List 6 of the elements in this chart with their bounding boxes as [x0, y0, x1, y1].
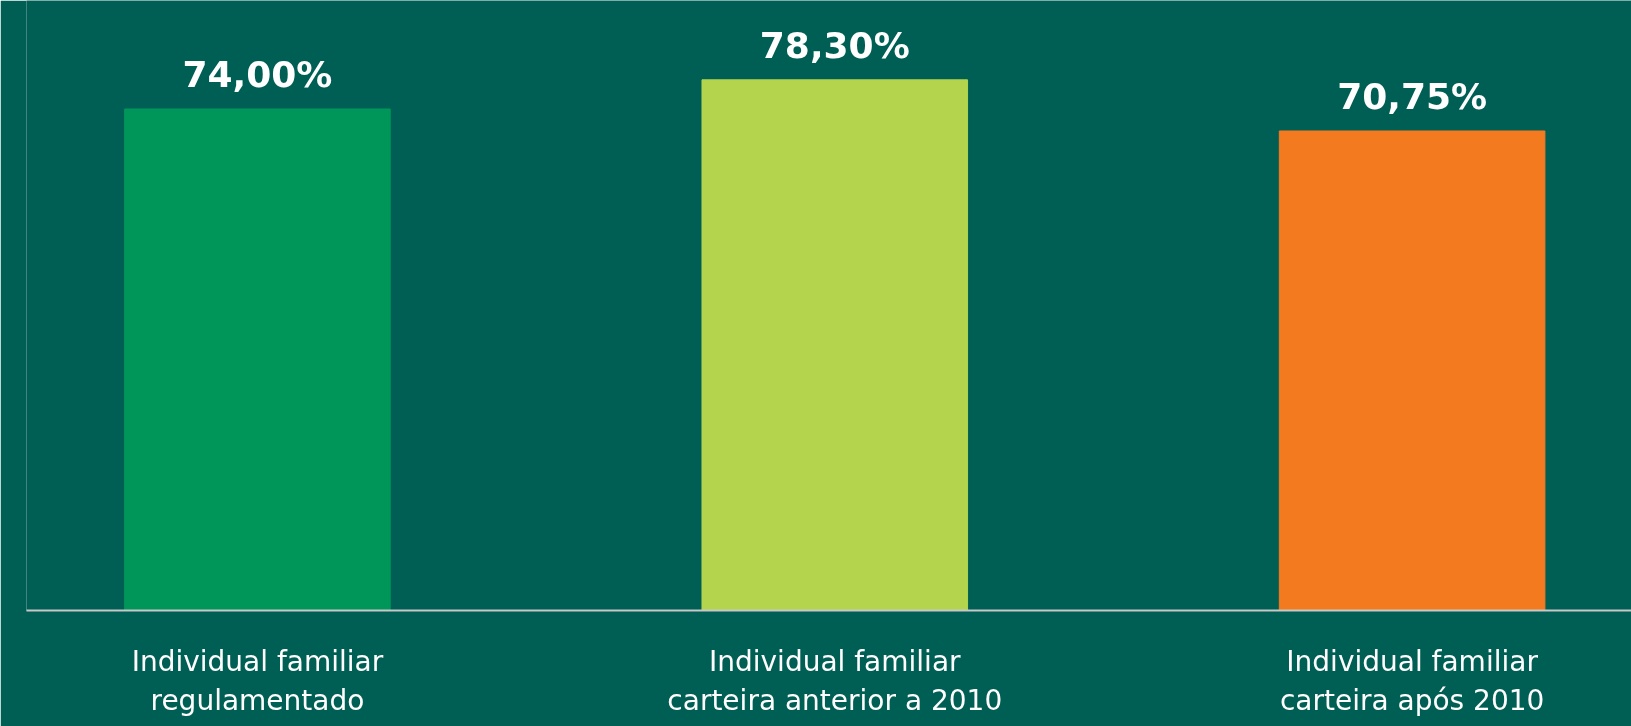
x-tick-label: Individual familiar regulamentado: [131, 644, 384, 718]
x-tick-label: Individual familiar carteira anterior a 2010: [667, 644, 1003, 718]
data-label: 78,30%: [759, 24, 910, 66]
x-tick-label: Individual familiar carteira após 2010: [1279, 644, 1545, 718]
data-label: 74,00%: [182, 53, 333, 95]
data-label: 70,75%: [1337, 75, 1488, 117]
